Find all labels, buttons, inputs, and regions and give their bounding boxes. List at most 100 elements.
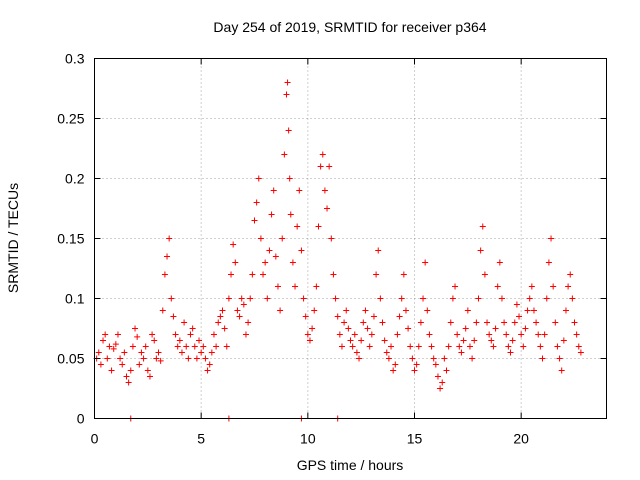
data-point [138,349,145,356]
data-point [247,295,254,302]
data-point [445,343,452,350]
data-point [238,295,245,302]
data-point [422,259,429,266]
data-point [434,373,441,380]
data-point [219,307,226,314]
data-point [330,271,337,278]
data-point [170,313,177,320]
data-point [390,367,397,374]
data-point [394,331,401,338]
data-point [366,343,373,350]
data-point [208,349,215,356]
data-point [321,187,328,194]
data-point [407,343,414,350]
data-point [119,361,126,368]
data-point [362,307,369,314]
data-point [424,307,431,314]
y-tick-label: 0.2 [65,171,85,187]
data-point [283,91,290,98]
data-point [501,319,508,326]
data-point [102,331,109,338]
data-point [313,283,320,290]
data-point [370,313,377,320]
data-point [452,283,459,290]
data-point [571,319,578,326]
data-point [447,319,454,326]
data-point [473,319,480,326]
data-point [287,211,294,218]
data-point [475,295,482,302]
data-point [503,331,510,338]
data-point [439,379,446,386]
data-point [125,379,132,386]
data-point [317,163,324,170]
data-point [251,217,258,224]
data-point [284,79,291,86]
data-point [356,355,363,362]
data-point [161,271,168,278]
data-point [388,343,395,350]
data-point [377,295,384,302]
data-point [405,325,412,332]
data-point [415,343,422,350]
data-point [191,343,198,350]
y-axis-label: SRMTID / TECUs [5,183,21,293]
data-point [360,319,367,326]
data-point [200,343,207,350]
data-point [121,349,128,356]
data-point [281,151,288,158]
data-point [511,319,518,326]
data-point [142,343,149,350]
data-point [513,301,520,308]
data-point [225,295,232,302]
data-point [466,343,473,350]
data-point [210,331,217,338]
data-point [518,331,525,338]
data-point [458,349,465,356]
data-point [153,355,160,362]
data-point [484,319,491,326]
data-point [505,343,512,350]
data-point [221,325,228,332]
data-point [302,313,309,320]
data-point [543,295,550,302]
data-point [127,367,134,374]
data-point [181,319,188,326]
data-point [104,355,111,362]
data-point [185,355,192,362]
data-point [112,341,119,348]
y-tick-label: 0.05 [57,351,84,367]
data-point [469,355,476,362]
data-point [492,325,499,332]
data-point [95,349,102,356]
data-point [198,349,205,356]
data-point [168,295,175,302]
data-point [353,349,360,356]
data-point [140,355,147,362]
data-point [151,337,158,344]
axis-ticks: 0 0.05 0.1 0.15 0.2 0.25 0.3 0 5 10 15 20 [57,51,607,447]
data-point [430,355,437,362]
y-tick-label: 0.1 [65,291,85,307]
data-point [129,343,136,350]
data-point [328,235,335,242]
data-point [319,151,326,158]
data-point [249,271,256,278]
data-point [522,325,529,332]
data-point [560,337,567,344]
data-point [486,331,493,338]
data-point [516,313,523,320]
data-point [172,331,179,338]
data-point [548,235,555,242]
data-point [159,307,166,314]
data-point [332,295,339,302]
data-point [176,337,183,344]
data-point [144,367,151,374]
data-point [509,337,516,344]
data-point [443,367,450,374]
data-point [155,349,162,356]
data-point [274,283,281,290]
data-point [379,319,386,326]
data-point [230,241,237,248]
x-tick-label: 20 [513,431,529,447]
